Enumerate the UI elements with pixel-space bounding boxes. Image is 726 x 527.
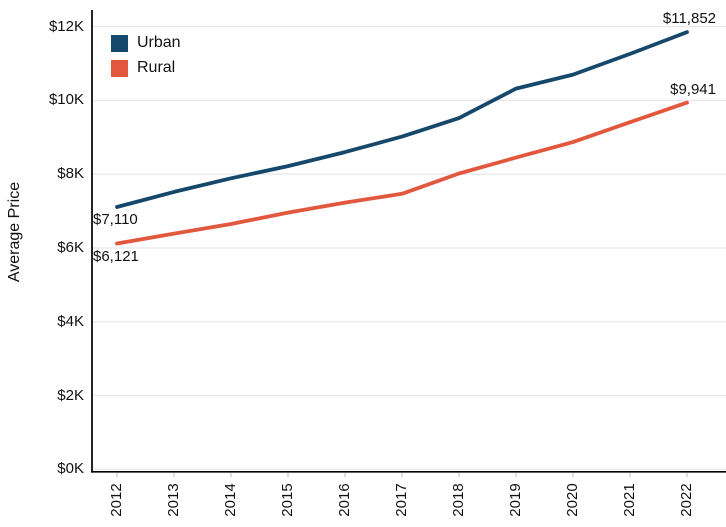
legend: Urban Rural	[111, 34, 181, 84]
x-tick-label-2017: 2017	[393, 483, 410, 517]
x-tick-label-2022: 2022	[678, 483, 695, 517]
legend-item-urban: Urban	[111, 34, 181, 52]
x-tick-label-2021: 2021	[621, 483, 638, 517]
y-tick-label-2K: $2K	[57, 386, 84, 404]
legend-swatch-rural	[111, 59, 128, 77]
x-tick-label-2018: 2018	[450, 483, 467, 517]
x-tick-label-2020: 2020	[564, 483, 581, 517]
x-tick-label-2019: 2019	[507, 483, 524, 517]
legend-swatch-urban	[111, 34, 128, 52]
series-line-urban	[115, 30, 689, 209]
x-tick-label-2015: 2015	[279, 483, 296, 517]
x-tick-label-2016: 2016	[336, 483, 353, 517]
value-label-rural-end: $9,941	[670, 80, 716, 98]
series-line-rural	[115, 100, 689, 246]
value-label-urban-start: $7,110	[93, 211, 138, 229]
legend-label-rural: Rural	[137, 59, 176, 76]
x-tick-label-2012: 2012	[108, 483, 125, 517]
y-tick-label-12K: $12K	[48, 17, 84, 35]
legend-item-rural: Rural	[111, 59, 181, 77]
value-label-rural-start: $6,121	[93, 247, 139, 265]
y-axis-title: Average Price	[6, 181, 23, 283]
legend-label-urban: Urban	[137, 34, 181, 51]
x-tick-label-2014: 2014	[222, 483, 239, 517]
value-label-urban-end: $11,852	[662, 10, 716, 28]
y-tick-label-8K: $8K	[57, 165, 84, 183]
y-tick-label-4K: $4K	[57, 312, 84, 330]
y-tick-label-10K: $10K	[48, 91, 84, 109]
x-tick-label-2013: 2013	[165, 483, 182, 517]
y-tick-label-0K: $0K	[57, 460, 84, 478]
y-tick-label-6K: $6K	[57, 239, 84, 256]
